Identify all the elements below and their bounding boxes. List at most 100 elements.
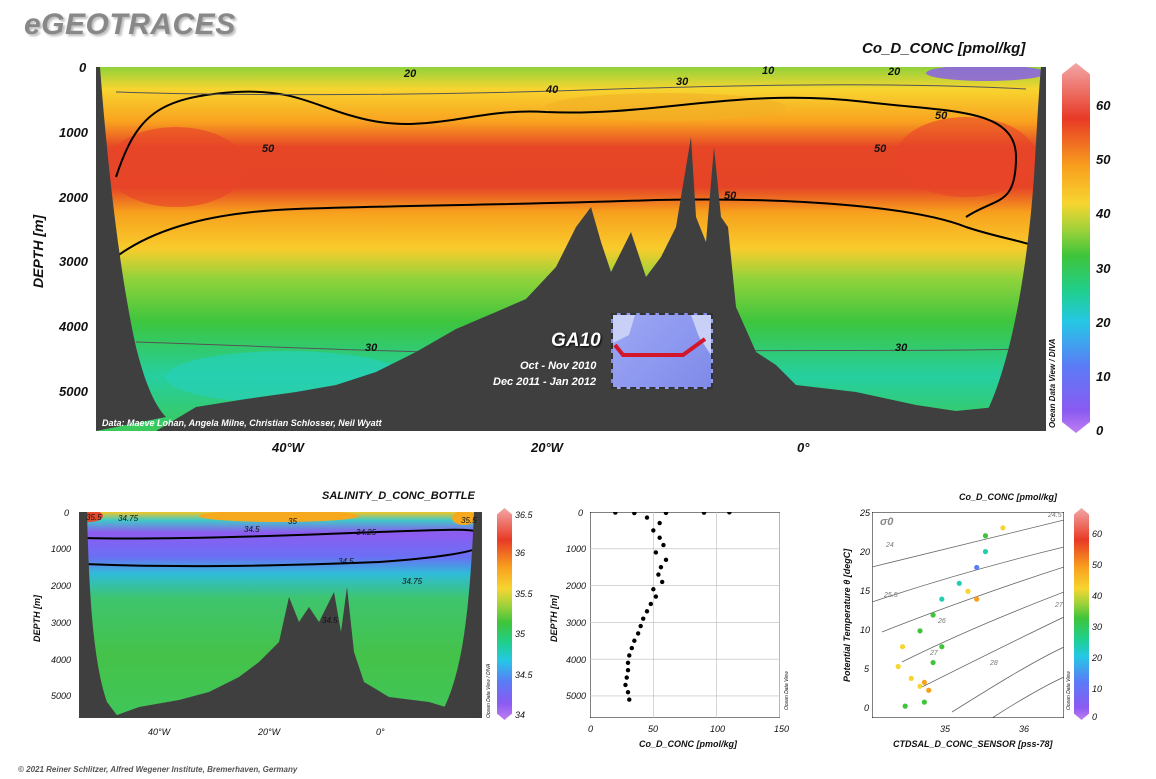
odv-credit: Ocean Data View / DIVA [486, 663, 492, 718]
cruise-dates-1: Oct - Nov 2010 [520, 360, 597, 372]
profile-x-label: Co_D_CONC [pmol/kg] [639, 739, 738, 749]
ts-point [982, 533, 989, 539]
main-section-title: Co_D_CONC [pmol/kg] [862, 40, 1026, 57]
profile-point [625, 660, 631, 666]
y-tick-label: 5000 [59, 384, 88, 399]
colorbar-tick: 50 [1092, 560, 1103, 570]
y-tick-label: 20 [860, 547, 871, 557]
ts-point [974, 564, 980, 571]
ts-point [982, 549, 989, 555]
salinity-contour-label: 34.5 [322, 616, 338, 625]
contour-40 [115, 84, 1027, 96]
profile-point [663, 512, 669, 516]
ts-point [917, 628, 923, 634]
profile-point [656, 572, 661, 577]
contour-label: 30 [365, 342, 378, 354]
isopycnal-label: 27 [930, 650, 938, 657]
cruise-track [613, 337, 707, 357]
colorbar-tick: 0 [1096, 423, 1104, 438]
profile-point [635, 631, 641, 636]
y-tick-label: 1000 [59, 125, 88, 140]
profile-point [629, 645, 634, 651]
x-tick-label: 150 [774, 724, 790, 734]
x-tick-label: 35 [940, 724, 951, 734]
y-tick-label: 2000 [51, 581, 72, 591]
profile-point [651, 528, 656, 533]
data-credit: Data: Maeve Lohan, Angela Milne, Christi… [102, 418, 382, 428]
contour-label: 20 [888, 66, 901, 78]
profile-point [623, 682, 628, 688]
isopycnal-label: 24 [886, 542, 894, 549]
isopycnal-label: 26 [938, 618, 946, 625]
bathymetry-terrain [96, 67, 1046, 431]
y-tick-label: 2000 [59, 190, 88, 205]
colorbar-tick: 40 [1092, 591, 1103, 601]
x-tick-label: 20°W [258, 727, 281, 737]
y-tick-label: 4000 [51, 655, 72, 665]
isopycnal-label: 27 [1055, 602, 1063, 609]
main-colorbar [1062, 63, 1090, 433]
profile-point [663, 557, 669, 563]
colorbar-tick: 10 [1092, 684, 1103, 694]
ts-point [895, 663, 901, 670]
colorbar-tick: 20 [1096, 315, 1111, 330]
x-tick-label: 40°W [148, 727, 171, 737]
odv-credit: Ocean Data View / DIVA [1048, 338, 1057, 428]
profile-point [658, 564, 664, 570]
profile-point [657, 535, 662, 540]
salinity-contour-label: 34.75 [402, 577, 423, 586]
ts-point [908, 675, 914, 681]
salinity-contour-label: 34.5 [244, 525, 260, 534]
colorbar-tick: 35.5 [515, 589, 533, 599]
ts-point [956, 580, 962, 586]
contour-50-upper [115, 90, 1018, 218]
isopycnal-label: 28 [990, 660, 998, 667]
salinity-section-plot [79, 512, 482, 718]
x-tick-label: 40°W [272, 440, 304, 455]
profile-point [613, 512, 618, 515]
profile-point [632, 638, 637, 643]
contour-label: 40 [546, 84, 559, 96]
profile-point [701, 512, 707, 515]
ts-colorbar [1074, 508, 1089, 720]
colorbar-tick: 40 [1096, 206, 1111, 221]
odv-credit: Ocean Data View [784, 671, 790, 710]
contour-label: 30 [676, 76, 689, 88]
ts-point [902, 703, 908, 709]
ts-diagram-plot [872, 512, 1064, 718]
profile-point [657, 520, 662, 526]
main-section-y-label: DEPTH [m] [30, 214, 46, 288]
contour-label: 50 [262, 143, 275, 155]
x-tick-label: 50 [648, 724, 659, 734]
colorbar-tick: 36 [515, 548, 526, 558]
x-tick-label: 0° [797, 440, 810, 455]
contour-34-5-lower [83, 547, 480, 568]
y-tick-label: 25 [860, 508, 871, 518]
y-tick-label: 3000 [566, 618, 587, 628]
salinity-contour-label: 35 [288, 517, 297, 526]
ts-x-label: CTDSAL_D_CONC_SENSOR [pss-78] [893, 739, 1053, 749]
colorbar-tick: 34.5 [515, 670, 533, 680]
isopycnal-label: 25.5 [884, 592, 898, 599]
y-tick-label: 1000 [566, 544, 587, 554]
y-tick-label: 1000 [51, 544, 72, 554]
contour-label: 50 [724, 190, 737, 202]
salinity-contour-label: 35.5 [461, 516, 477, 525]
cruise-dates-2: Dec 2011 - Jan 2012 [493, 376, 597, 388]
ts-point [917, 683, 923, 689]
y-tick-label: 3000 [59, 254, 88, 269]
y-tick-label: 2000 [566, 581, 587, 591]
profile-point [624, 675, 629, 680]
profile-y-label: DEPTH [m] [549, 595, 559, 642]
profile-point [644, 515, 650, 520]
profile-point [651, 587, 656, 592]
salinity-y-label: DEPTH [m] [32, 595, 42, 642]
copyright-footer: © 2021 Reiner Schlitzer, Alfred Wegener … [18, 765, 298, 774]
contour-label: 30 [895, 342, 908, 354]
profile-point [627, 697, 632, 702]
salinity-colorbar [497, 508, 512, 720]
y-tick-label: 4000 [566, 655, 587, 665]
egeotraces-logo: eGEOTRACES [24, 8, 236, 41]
profile-point [632, 512, 637, 516]
contour-34-5 [83, 528, 480, 540]
